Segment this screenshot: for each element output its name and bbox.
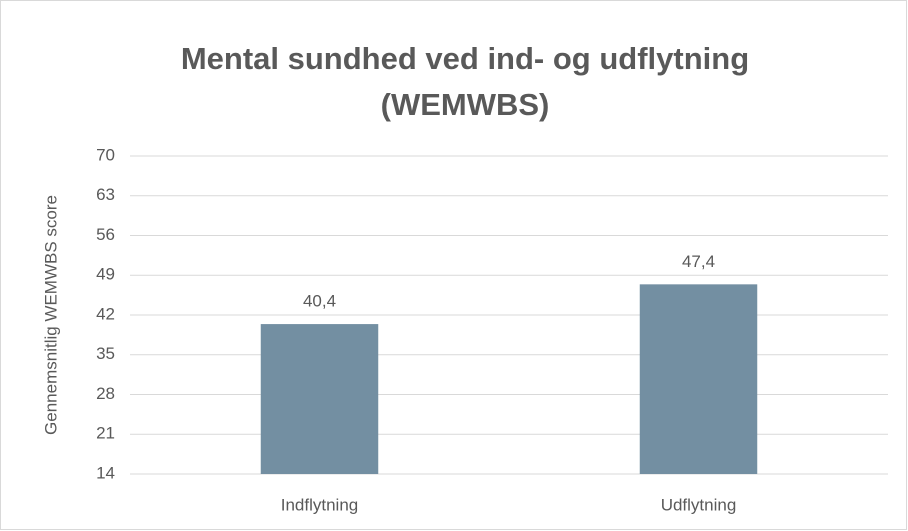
y-axis-label: Gennemsnitlig WEMWBS score — [41, 195, 60, 435]
y-tick-label: 14 — [96, 463, 115, 482]
x-tick-label: Indflytning — [281, 495, 359, 514]
y-tick-label: 70 — [96, 145, 115, 164]
y-tick-label: 21 — [96, 424, 115, 443]
value-label: 40,4 — [303, 292, 336, 311]
x-tick-label: Udflytning — [661, 495, 737, 514]
y-tick-label: 56 — [96, 225, 115, 244]
y-tick-label: 35 — [96, 344, 115, 363]
value-label: 47,4 — [682, 252, 715, 271]
y-tick-label: 42 — [96, 304, 115, 323]
chart-title: Mental sundhed ved ind- og udflytning (W… — [180, 41, 750, 122]
y-tick-label: 63 — [96, 185, 115, 204]
bar — [639, 284, 758, 474]
bar — [260, 324, 379, 474]
y-tick-label: 49 — [96, 265, 115, 284]
y-tick-label: 28 — [96, 384, 115, 403]
